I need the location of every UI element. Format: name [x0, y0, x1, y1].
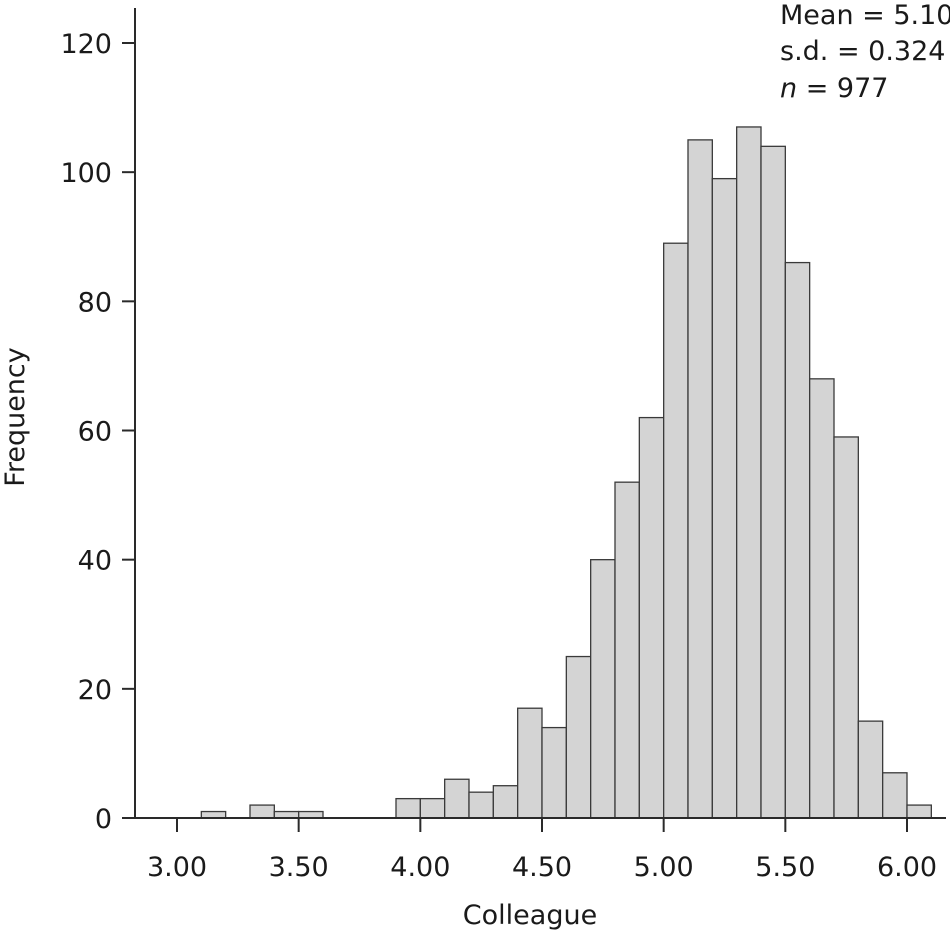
histogram-bar	[419, 797, 446, 819]
y-tick-label: 60	[78, 417, 112, 448]
histogram-bar	[736, 126, 762, 819]
histogram-bar	[833, 436, 859, 819]
histogram-bar	[760, 145, 786, 819]
histogram-bar	[590, 559, 616, 819]
histogram-bar	[517, 707, 543, 819]
bars-group	[200, 126, 932, 819]
y-tick-label: 100	[60, 158, 112, 189]
histogram-bar	[906, 804, 932, 819]
histogram-bar	[857, 720, 884, 819]
x-axis-ticks: 3.00 3.50 4.00 4.50 5.00 5.50 6.00	[147, 818, 937, 883]
histogram-bar	[809, 378, 835, 819]
x-tick-label: 3.50	[269, 852, 329, 883]
y-tick-label: 20	[78, 675, 112, 706]
x-tick-label: 5.50	[755, 852, 815, 883]
stat-n-value: = 977	[797, 73, 888, 104]
y-axis-title: Frequency	[0, 347, 31, 487]
histogram-bar	[882, 772, 908, 819]
histogram-bar	[492, 785, 519, 819]
y-tick-label: 0	[95, 804, 112, 835]
x-tick-label: 6.00	[877, 852, 937, 883]
y-tick-label: 40	[78, 546, 112, 577]
histogram-bar	[784, 261, 811, 819]
histogram-bar	[541, 726, 567, 819]
histogram-bar	[395, 797, 421, 819]
y-tick-label: 120	[60, 29, 112, 60]
histogram-bar	[614, 481, 640, 819]
histogram-bar	[468, 791, 494, 819]
histogram-bar	[565, 655, 592, 819]
histogram-bar	[711, 177, 738, 819]
x-tick-label: 4.00	[390, 852, 450, 883]
y-tick-label: 80	[78, 287, 112, 318]
stat-n-symbol: n	[780, 73, 797, 104]
histogram-bar	[663, 242, 689, 819]
y-axis-ticks: 0 20 40 60 80 100 120	[60, 29, 135, 835]
histogram-bar	[444, 778, 470, 819]
stat-mean: Mean = 5.10	[780, 0, 950, 31]
x-axis-title: Colleague	[463, 900, 597, 931]
stats-annotation: Mean = 5.10 s.d. = 0.324 n = 977	[780, 0, 950, 104]
x-tick-label: 3.00	[147, 852, 207, 883]
histogram-bar	[638, 416, 665, 819]
histogram-bar	[687, 139, 713, 819]
x-tick-label: 4.50	[512, 852, 572, 883]
histogram-bar	[249, 804, 275, 819]
stat-n: n = 977	[780, 73, 888, 104]
x-tick-label: 5.00	[634, 852, 694, 883]
stat-sd: s.d. = 0.324	[780, 36, 945, 67]
